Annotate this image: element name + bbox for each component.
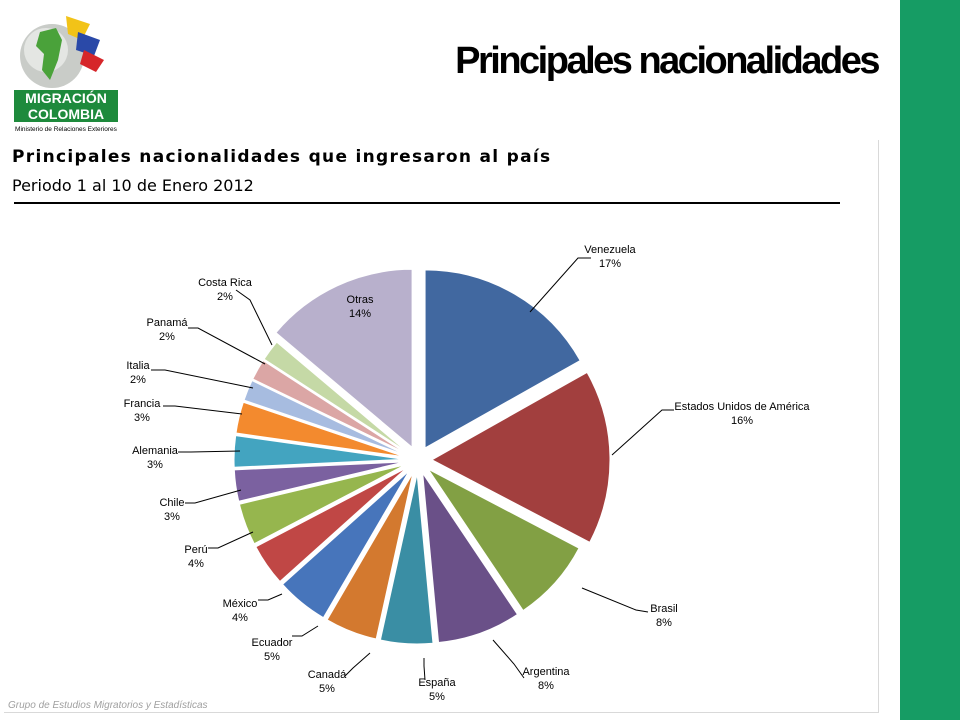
leader-line-chile [185,489,242,504]
title-divider [14,202,840,204]
slice-label-m-xico: México [223,598,258,610]
slice-pct-canad-: 5% [319,683,335,695]
leader-line-espa-a [423,658,426,681]
slice-pct-venezuela: 17% [599,258,621,270]
slice-pct-ecuador: 5% [264,651,280,663]
pie-slice-chile [233,461,405,502]
pie-chart: Venezuela 17% Estados Unidos de América 16%… [124,244,811,703]
chart-title: Principales nacionalidades que ingresaro… [12,147,552,167]
pie-slice-costa-rica [263,341,408,453]
migracion-colombia-logo: MIGRACIÓN COLOMBIA Ministerio de Relacio… [14,16,118,133]
slice-label-canad-: Canadá [308,669,347,681]
leader-line-panam- [188,327,266,365]
slice-pct-chile: 3% [164,511,180,523]
pie-slice-canad- [326,472,414,640]
leader-line-estados-unidos-de-am-rica [611,409,674,456]
pie-slice-italia [243,379,406,456]
logo-line2: COLOMBIA [28,106,104,122]
slice-label-italia: Italia [126,360,150,372]
accent-band [900,0,960,720]
slice-label-argentina: Argentina [522,666,570,678]
slice-pct-espa-a: 5% [429,691,445,703]
slice-label-francia: Francia [124,398,162,410]
slide-title: Principales nacionalidades [455,40,880,82]
pie-slice-per- [238,464,406,545]
leader-line-m-xico [258,593,283,601]
leader-line-italia [151,369,254,389]
pie-slice-espa-a [379,473,434,645]
slice-pct-brasil: 8% [656,617,672,629]
slice-pct-argentina: 8% [538,680,554,692]
leader-line-costa-rica [235,289,273,346]
slice-pct-italia: 2% [130,374,146,386]
leader-line-per- [208,531,254,549]
logo-line1: MIGRACIÓN [25,89,107,106]
slice-pct-m-xico: 4% [232,612,248,624]
leader-line-venezuela [529,257,591,313]
pie-slice-panam- [252,359,407,454]
slice-pct-panam-: 2% [159,331,175,343]
slice-label-venezuela: Venezuela [584,244,636,256]
slice-label-per-: Perú [184,544,207,556]
slice-label-costa-rica: Costa Rica [198,277,253,289]
chart-panel [4,140,879,713]
slice-pct-francia: 3% [134,412,150,424]
slice-pct-per-: 4% [188,558,204,570]
pie-slice-francia [235,401,405,458]
pie-slice-brasil [428,468,580,612]
slice-label-alemania: Alemania [132,445,179,457]
leader-line-alemania [178,450,241,453]
slice-label-estados-unidos-de-am-rica: Estados Unidos de América [674,401,810,413]
slice-label-brasil: Brasil [650,603,678,615]
pie-slice-argentina [422,472,519,643]
leader-line-francia [163,405,243,415]
chart-subtitle: Periodo 1 al 10 de Enero 2012 [12,176,254,195]
pie-slice-venezuela [424,269,581,449]
pie-slice-ecuador [281,470,410,619]
slice-pct-otras: 14% [349,308,371,320]
leader-line-brasil [581,587,649,613]
slice-label-chile: Chile [159,497,184,509]
slice-label-panam-: Panamá [147,317,189,329]
logo-line3: Ministerio de Relaciones Exteriores [15,126,118,133]
slice-pct-costa-rica: 2% [217,291,233,303]
pie-slice-m-xico [255,467,407,583]
leader-line-canad- [344,652,371,677]
slice-pct-estados-unidos-de-am-rica: 16% [731,415,753,427]
leader-line-argentina [492,639,525,679]
slice-label-otras: Otras [347,294,374,306]
slice-label-espa-a: España [418,677,456,689]
pie-slice-estados-unidos-de-am-rica [430,371,611,543]
slice-label-ecuador: Ecuador [252,637,293,649]
pie-slice-otras [275,268,413,449]
leader-line-ecuador [292,625,319,637]
footer-note: Grupo de Estudios Migratorios y Estadíst… [8,700,208,711]
slice-pct-alemania: 3% [147,459,163,471]
